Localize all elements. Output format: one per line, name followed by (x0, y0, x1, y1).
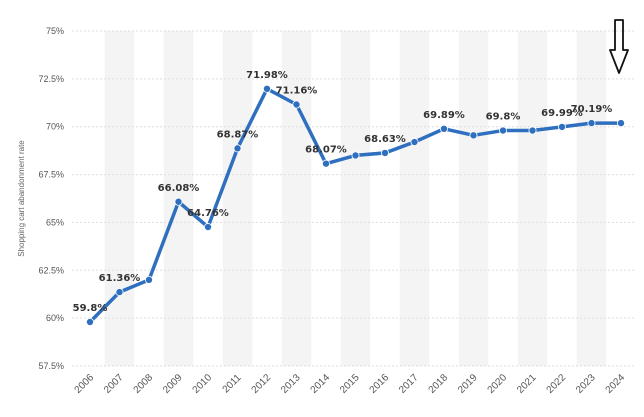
column-band (281, 31, 312, 366)
data-point (321, 159, 330, 168)
x-tick-label: 2022 (545, 372, 569, 396)
data-label: 69.8% (486, 112, 521, 123)
data-label: 68.87% (217, 129, 259, 140)
x-tick-label: 2016 (368, 372, 392, 396)
x-tick-label: 2012 (250, 372, 274, 396)
data-label: 71.16% (276, 86, 318, 97)
data-label: 71.98% (246, 70, 288, 81)
x-tick-label: 2009 (161, 372, 185, 396)
x-axis-ticks: 2006 2007 2008 2009 2010 2011 2012 2013 2014 2015… (73, 372, 628, 396)
down-arrow-icon (609, 19, 629, 74)
y-tick-label: 62.5% (38, 265, 64, 275)
x-tick-label: 2015 (338, 372, 362, 396)
y-tick-label: 72.5% (38, 74, 64, 84)
data-label: 69.89% (423, 110, 465, 121)
data-label: 64.76% (187, 208, 229, 219)
data-point (115, 288, 124, 297)
x-tick-label: 2006 (73, 372, 97, 396)
column-band (399, 31, 430, 366)
data-point (410, 138, 419, 147)
data-points (86, 84, 626, 326)
column-band (517, 31, 548, 366)
column-band (104, 31, 135, 366)
y-tick-label: 70% (46, 122, 64, 132)
y-tick-label: 57.5% (38, 361, 64, 371)
data-point (558, 122, 567, 131)
y-tick-label: 60% (46, 313, 64, 323)
data-point (528, 126, 537, 135)
x-tick-label: 2021 (515, 372, 539, 396)
data-point (262, 84, 271, 93)
x-tick-label: 2023 (574, 372, 598, 396)
data-point (498, 126, 507, 135)
x-tick-label: 2014 (309, 372, 333, 396)
column-band (222, 31, 253, 366)
y-tick-label: 65% (46, 217, 64, 227)
y-tick-label: 67.5% (38, 170, 64, 180)
x-tick-label: 2024 (604, 372, 628, 396)
data-label: 69.99% (541, 108, 583, 119)
y-axis-ticks: 75% 72.5% 70% 67.5% 65% 62.5% 60% 57.5% (38, 26, 64, 371)
y-tick-label: 75% (46, 26, 64, 36)
x-tick-label: 2007 (102, 372, 126, 396)
data-point (469, 131, 478, 140)
column-band (576, 31, 607, 366)
data-labels: 59.8% 61.36% 66.08% 64.76% 68.87% 71.98% 71.16… (73, 70, 613, 314)
data-label: 61.36% (99, 273, 141, 284)
x-tick-label: 2010 (191, 372, 215, 396)
data-point (439, 124, 448, 133)
data-point (174, 197, 183, 206)
column-band (340, 31, 371, 366)
gridlines (72, 30, 636, 367)
data-point (233, 144, 242, 153)
x-tick-label: 2019 (456, 372, 480, 396)
column-bands (104, 31, 607, 366)
data-point (292, 100, 301, 109)
data-point (587, 119, 596, 128)
data-point (617, 119, 626, 128)
data-label: 68.63% (364, 134, 406, 145)
data-label: 70.19% (571, 104, 613, 115)
data-label: 66.08% (158, 183, 200, 194)
data-point (86, 317, 95, 326)
x-tick-label: 2017 (397, 372, 421, 396)
data-point (144, 275, 153, 284)
y-axis-label: Shopping cart abandonment rate (17, 140, 26, 257)
data-label: 68.07% (305, 145, 347, 156)
x-tick-label: 2008 (132, 372, 156, 396)
data-point (380, 148, 389, 157)
column-band (458, 31, 489, 366)
x-tick-label: 2011 (221, 372, 244, 395)
data-point (351, 151, 360, 160)
data-label: 59.8% (73, 303, 108, 314)
x-tick-label: 2013 (279, 372, 303, 396)
x-tick-label: 2018 (427, 372, 451, 396)
x-tick-label: 2020 (486, 372, 510, 396)
data-point (203, 223, 212, 232)
